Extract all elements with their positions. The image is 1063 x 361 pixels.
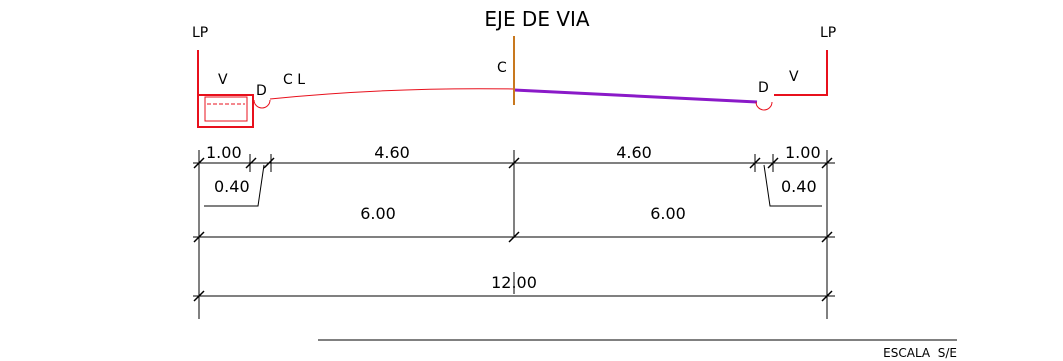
dim-right-1: 1.00: [785, 143, 821, 162]
dim-left-2: 4.60: [374, 143, 410, 162]
row1-ticks: [193, 157, 833, 169]
dim-half-left: 6.00: [360, 204, 396, 223]
dim-total: 12.00: [491, 273, 537, 292]
v-left-label: V: [218, 72, 228, 88]
v-right-label: V: [789, 69, 799, 85]
row2-ticks: [193, 231, 833, 243]
dim-left-curb: 0.40: [214, 177, 250, 196]
row3-ticks: [193, 290, 833, 302]
title: EJE DE VIA: [484, 7, 590, 31]
d-left-label: D: [256, 83, 267, 99]
dim-left-1: 1.00: [206, 143, 242, 162]
left-carriageway-line: [269, 88, 515, 100]
left-curb-leader: [204, 164, 265, 207]
right-carriageway-line: [513, 88, 758, 104]
right-ditch-outline: [774, 50, 828, 96]
dim-right-curb: 0.40: [781, 177, 817, 196]
lp-right-label: LP: [820, 25, 836, 41]
cl-label: C L: [283, 72, 305, 88]
scale-label: ESCALA S/E: [883, 346, 957, 360]
left-drain-semicircle: [253, 99, 271, 109]
d-right-label: D: [758, 80, 769, 96]
left-ditch-inner: [204, 96, 248, 122]
dim-half-right: 6.00: [650, 204, 686, 223]
right-drain-semicircle: [755, 101, 773, 111]
c-label: C: [497, 60, 507, 76]
lp-left-label: LP: [192, 25, 208, 41]
right-curb-leader: [763, 164, 822, 207]
dim-right-2: 4.60: [616, 143, 652, 162]
left-ditch-outline: [197, 50, 254, 128]
